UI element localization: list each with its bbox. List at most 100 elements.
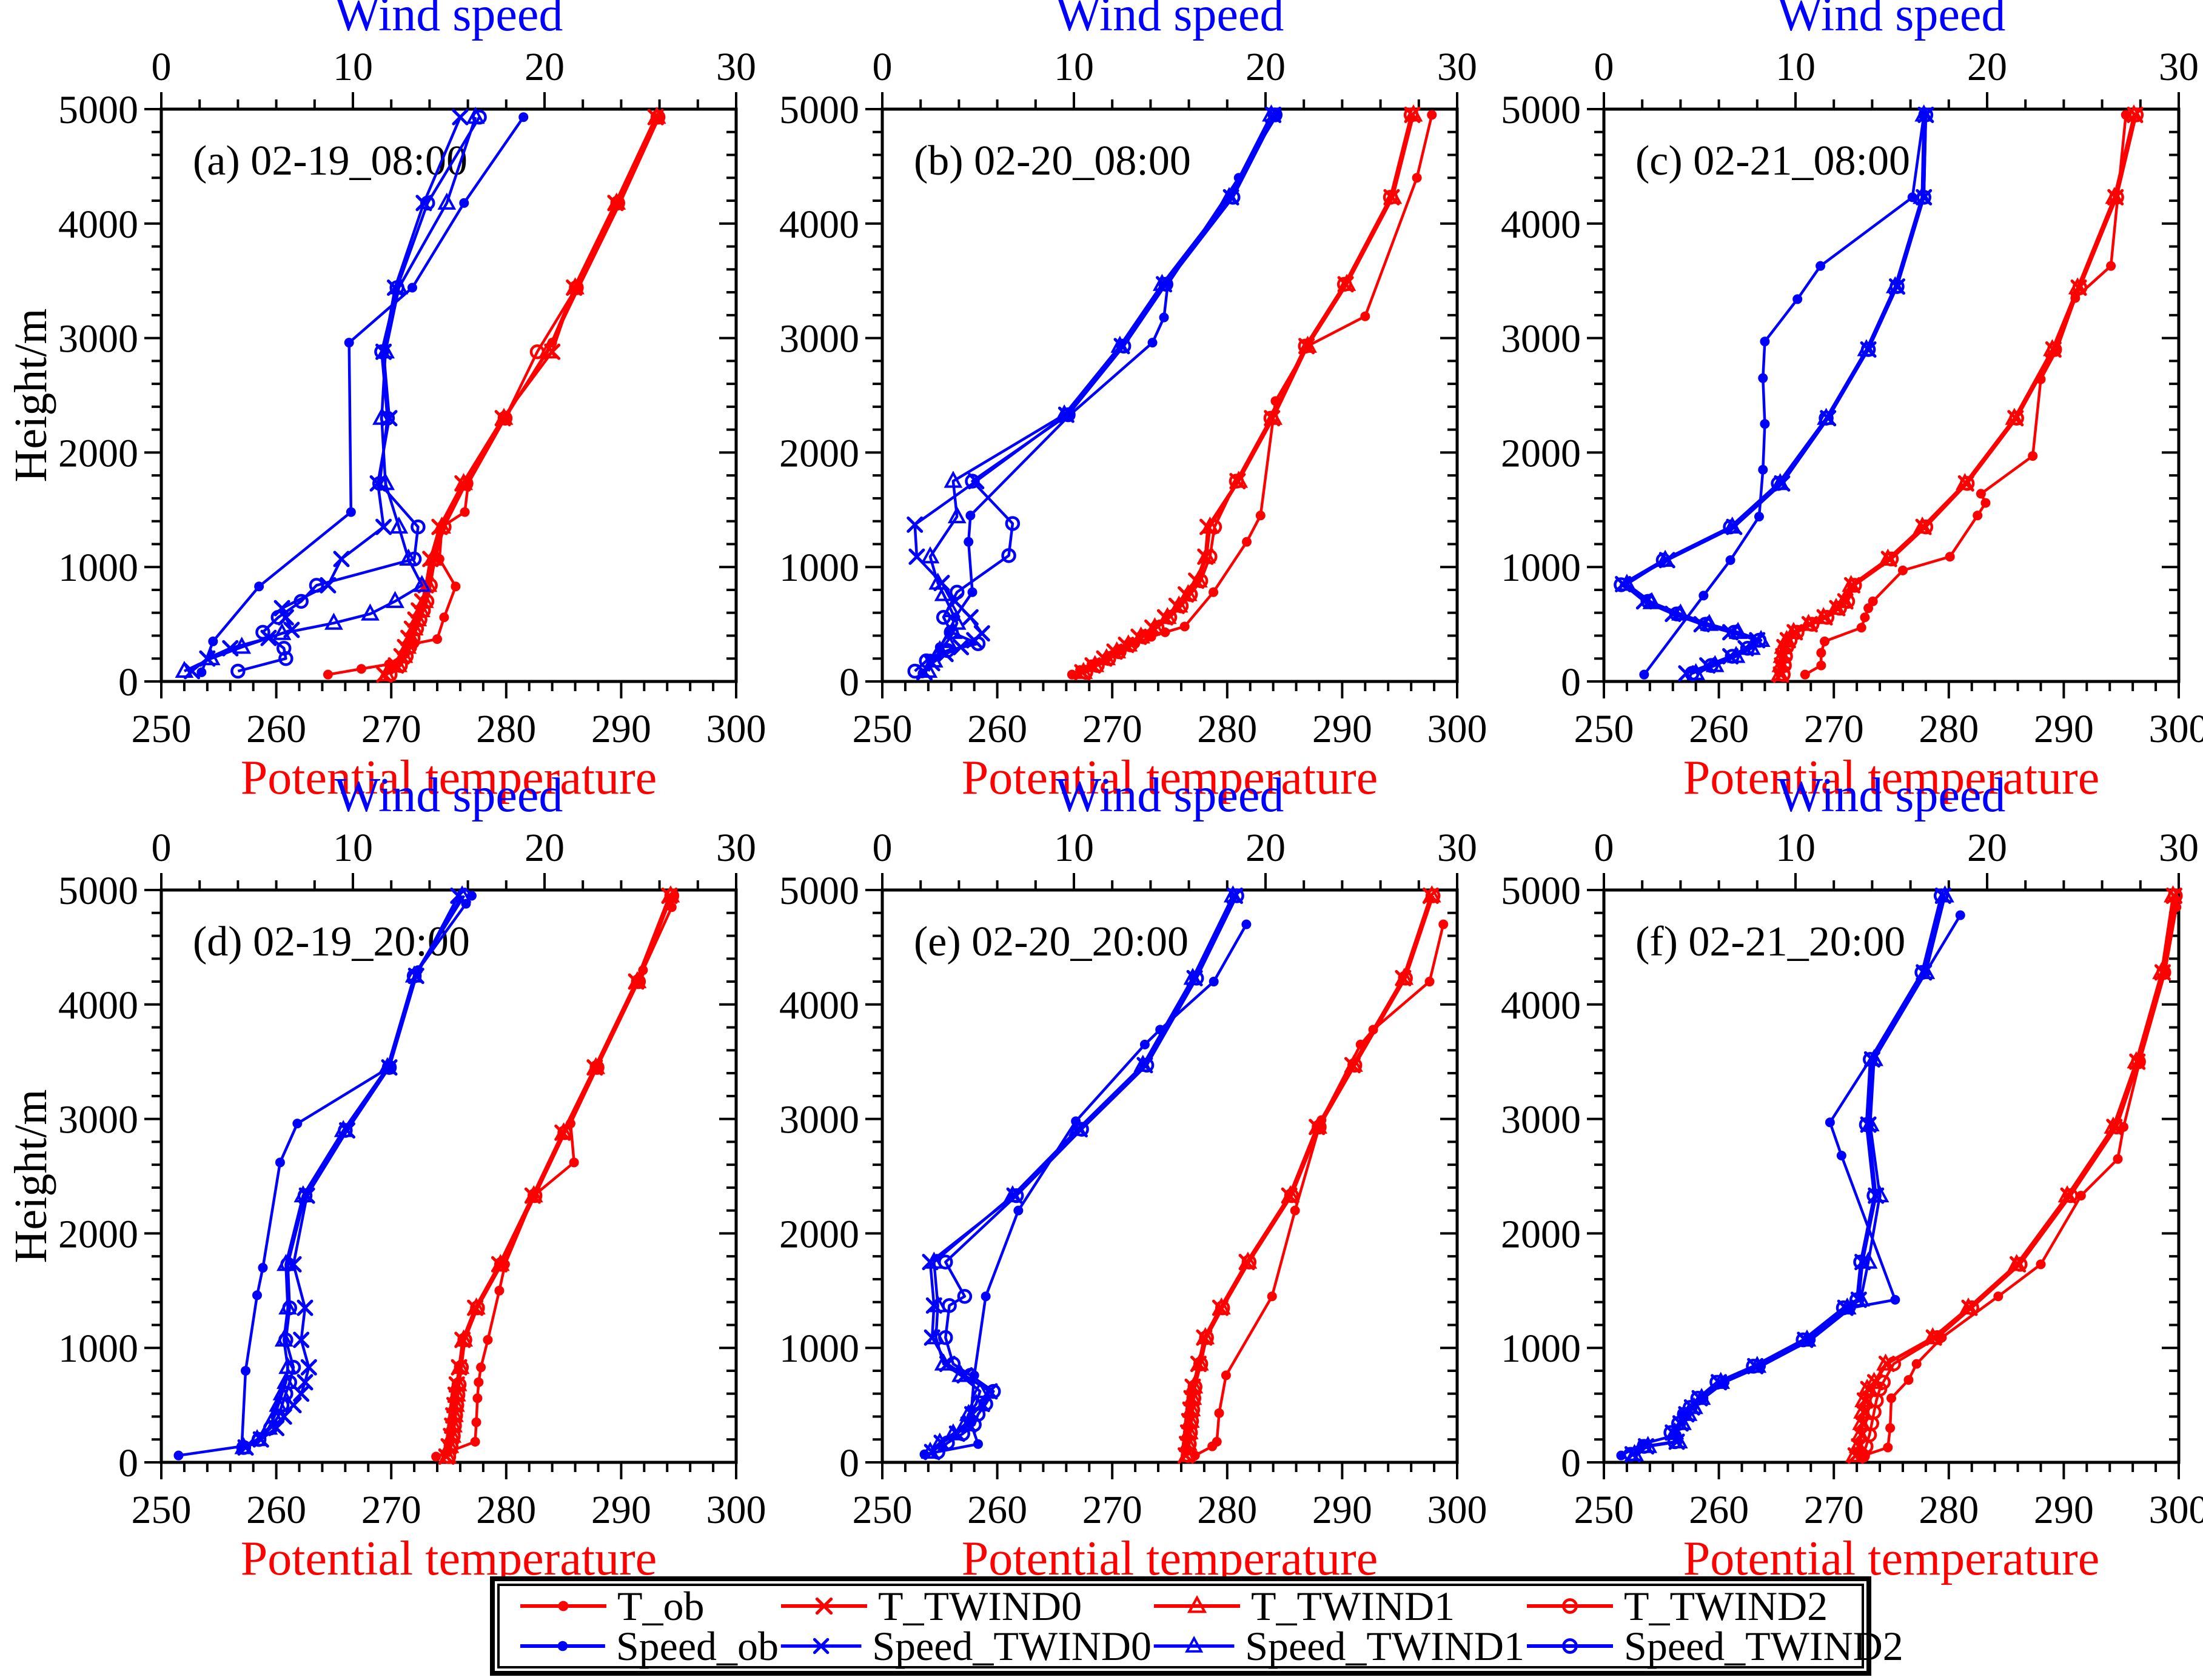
- legend-circle-marker: [1562, 1638, 1578, 1654]
- circle-marker: [1886, 1356, 1902, 1371]
- x-marker: [375, 518, 392, 535]
- circle-marker: [293, 594, 309, 609]
- dot-marker: [1903, 1375, 1914, 1385]
- triangle-marker: [361, 603, 380, 621]
- triangle-marker: [1859, 1251, 1878, 1269]
- circle-marker: [919, 653, 934, 669]
- dot-marker: [2113, 1154, 2123, 1164]
- triangle-marker: [437, 192, 457, 210]
- legend-box: T_ob T_TWIND0 T_TWIND1 T_TWIND2 Speed_ob Spee…: [490, 1576, 1903, 1676]
- dot-marker: [1147, 338, 1158, 348]
- panel-label-f: (f) 02-21_20:00: [1635, 919, 1905, 965]
- circle-marker: [569, 280, 584, 295]
- triangle-marker: [386, 591, 404, 608]
- series-line-T_TWIND0: [1854, 895, 2176, 1456]
- circle-marker: [381, 1060, 397, 1075]
- dot-marker: [494, 1285, 505, 1296]
- circle-marker: [1859, 1117, 1874, 1133]
- circle-marker: [236, 1440, 252, 1455]
- legend-entry-Speed_TWIND0: Speed_TWIND0: [779, 1625, 1152, 1667]
- circle-marker: [419, 594, 435, 609]
- left-tick-label: 3000: [779, 317, 859, 361]
- circle-marker: [458, 476, 474, 491]
- series-line-T_TWIND2: [1782, 114, 2138, 675]
- circle-marker: [1918, 519, 1934, 535]
- dot-marker: [451, 581, 461, 592]
- bottom-tick-label: 300: [2149, 707, 2203, 751]
- left-tick-label: 5000: [779, 869, 859, 913]
- dot-marker: [1725, 555, 1735, 565]
- left-tick-label: 2000: [58, 1212, 138, 1256]
- series-line-T_TWIND0: [1184, 895, 1432, 1456]
- legend-entry-T_TWIND1: T_TWIND1: [1152, 1585, 1524, 1627]
- legend-triangle-marker: [1185, 1635, 1204, 1653]
- top-tick-label: 20: [525, 45, 565, 89]
- series-line-T_TWIND1: [1853, 895, 2174, 1456]
- triangle-marker: [934, 584, 953, 601]
- bottom-tick-label: 300: [706, 1488, 766, 1532]
- circle-marker: [2009, 410, 2024, 426]
- circle-marker: [1778, 649, 1793, 664]
- dot-marker: [1883, 1442, 1893, 1453]
- legend-entry-Speed_TWIND1: Speed_TWIND1: [1152, 1625, 1524, 1667]
- top-tick-label: 30: [2159, 826, 2199, 870]
- circle-marker: [1889, 279, 1905, 294]
- dot-marker: [431, 1451, 441, 1462]
- dot-marker: [1860, 612, 1870, 623]
- circle-marker: [1840, 594, 1856, 609]
- circle-marker: [944, 624, 959, 640]
- dot-marker: [1792, 294, 1803, 304]
- circle-marker: [1123, 637, 1138, 652]
- series-T_TWIND1-f: [1845, 885, 2182, 1462]
- dot-marker: [208, 636, 218, 646]
- series-Speed_TWIND0-d: [237, 887, 467, 1456]
- circle-marker: [1193, 1356, 1209, 1371]
- panel-label-c: (c) 02-21_08:00: [1635, 138, 1910, 184]
- circle-marker: [1263, 410, 1279, 426]
- triangle-marker: [944, 470, 963, 488]
- bottom-tick-label: 260: [1689, 1488, 1749, 1532]
- series-Speed_TWIND2-e: [930, 888, 1244, 1460]
- circle-marker: [420, 195, 435, 211]
- circle-marker: [1008, 1188, 1024, 1203]
- circle-marker: [1090, 658, 1105, 673]
- dot-marker: [254, 581, 264, 592]
- circle-marker: [1849, 1292, 1865, 1308]
- circle-marker: [1182, 587, 1198, 602]
- circle-marker: [1001, 548, 1016, 563]
- series-Speed_TWIND1-f: [1625, 885, 1954, 1461]
- circle-marker: [1637, 1439, 1652, 1454]
- circle-marker: [2109, 1119, 2124, 1135]
- circle-marker: [1623, 1447, 1638, 1462]
- circle-marker: [2131, 1054, 2146, 1069]
- circle-marker: [1916, 190, 1931, 205]
- legend-label-T_ob: T_ob: [617, 1583, 705, 1630]
- circle-marker: [451, 1377, 467, 1392]
- circle-marker: [945, 1356, 961, 1371]
- triangle-marker: [1853, 1401, 1872, 1419]
- dot-marker: [472, 1393, 483, 1404]
- top-tick-label: 30: [1437, 826, 1477, 870]
- series-line-Speed_TWIND2: [1630, 895, 1943, 1456]
- series-line-T_TWIND0: [1779, 114, 2137, 675]
- series-T_ob-f: [1859, 902, 2182, 1461]
- circle-marker: [2013, 1257, 2028, 1272]
- x-marker: [452, 109, 469, 125]
- bottom-tick-label: 280: [1919, 1488, 1979, 1532]
- circle-marker: [1796, 1332, 1811, 1348]
- panel-frame-a: [159, 107, 738, 683]
- left-tick-label: 5000: [1501, 88, 1581, 132]
- dot-marker: [1267, 1291, 1277, 1302]
- dot-marker: [241, 1365, 251, 1376]
- left-tick-label: 5000: [58, 88, 138, 132]
- triangle-marker: [924, 1251, 944, 1269]
- circle-marker: [1116, 338, 1132, 354]
- circle-marker: [416, 603, 431, 618]
- series-T_TWIND1-c: [1770, 104, 2144, 681]
- circle-marker: [529, 344, 545, 360]
- circle-marker: [1425, 888, 1441, 903]
- circle-marker: [1347, 1057, 1363, 1073]
- x-marker: [285, 1397, 302, 1414]
- dot-marker: [1139, 1039, 1150, 1049]
- circle-marker: [406, 551, 422, 567]
